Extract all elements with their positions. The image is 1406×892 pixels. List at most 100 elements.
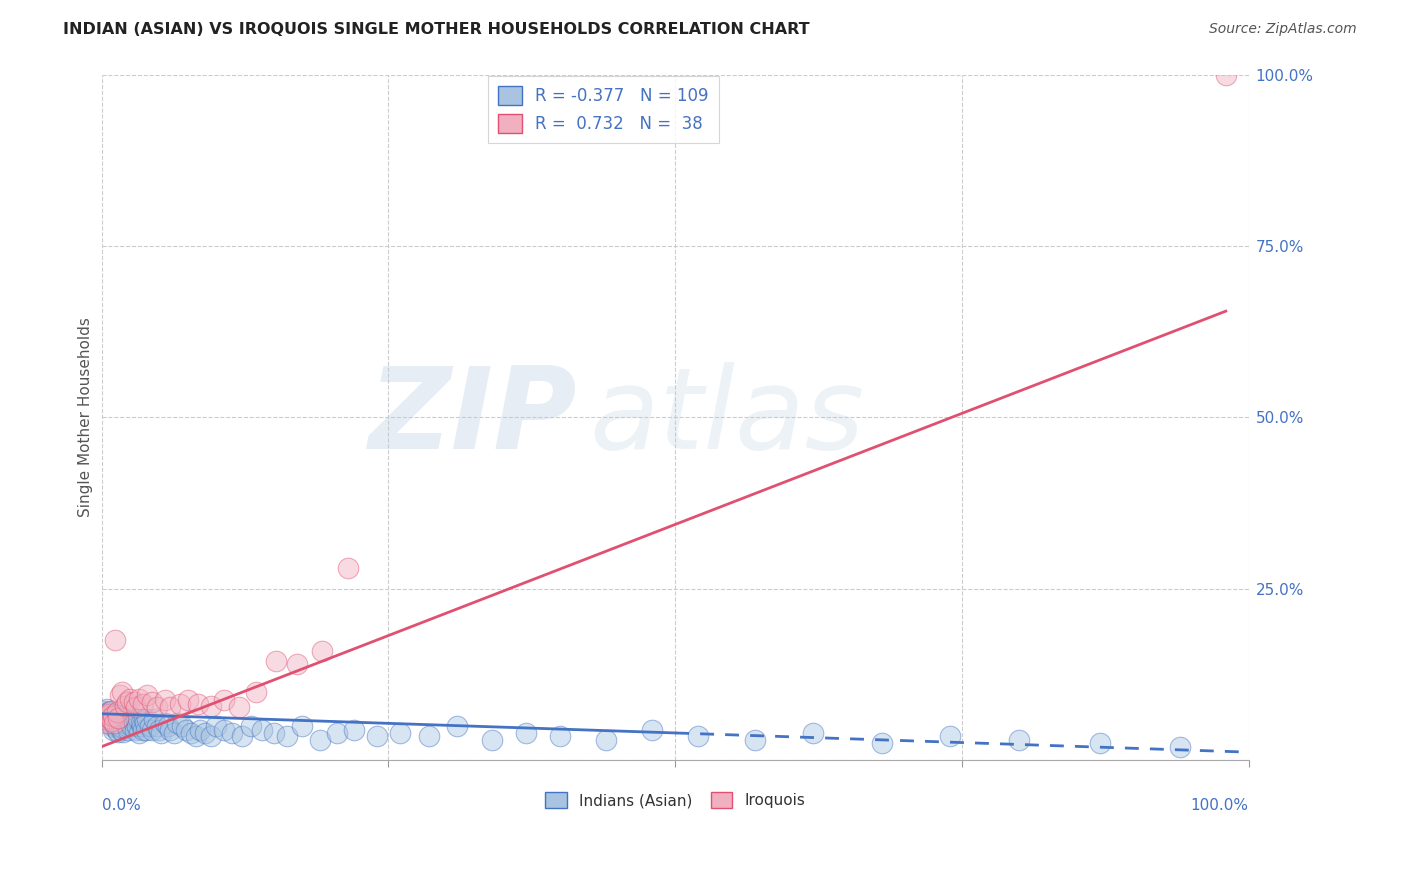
Point	[250, 723, 273, 737]
Point	[150, 726, 173, 740]
Point	[101, 712, 124, 726]
Point	[101, 708, 124, 723]
Point	[112, 724, 135, 739]
Point	[103, 715, 125, 730]
Point	[143, 712, 166, 726]
Point	[311, 643, 333, 657]
Point	[132, 697, 155, 711]
Point	[200, 730, 222, 744]
Point	[214, 723, 236, 737]
Point	[105, 712, 128, 726]
Point	[98, 711, 121, 725]
Point	[221, 726, 243, 740]
Point	[107, 711, 129, 725]
Point	[127, 719, 149, 733]
Point	[103, 715, 125, 730]
Point	[176, 723, 198, 737]
Point	[188, 723, 211, 737]
Point	[141, 723, 163, 737]
Point	[184, 730, 207, 744]
Point	[128, 691, 150, 706]
Point	[1215, 68, 1237, 82]
Point	[515, 726, 537, 740]
Point	[870, 736, 893, 750]
Point	[96, 708, 118, 723]
Point	[108, 711, 131, 725]
Point	[163, 726, 186, 740]
Point	[94, 706, 117, 721]
Point	[136, 712, 159, 726]
Text: 0.0%: 0.0%	[101, 798, 141, 814]
Point	[124, 723, 146, 737]
Point	[128, 726, 150, 740]
Point	[159, 723, 181, 737]
Point	[688, 730, 710, 744]
Point	[285, 657, 308, 672]
Point	[136, 688, 159, 702]
Point	[239, 719, 262, 733]
Point	[170, 719, 193, 733]
Point	[129, 715, 152, 730]
Point	[132, 712, 155, 726]
Point	[111, 721, 134, 735]
Point	[337, 561, 360, 575]
Point	[120, 715, 142, 730]
Point	[326, 726, 349, 740]
Point	[122, 695, 145, 709]
Point	[104, 719, 127, 733]
Point	[263, 726, 285, 740]
Point	[104, 706, 127, 721]
Point	[939, 730, 962, 744]
Point	[98, 715, 121, 730]
Point	[121, 712, 143, 726]
Point	[187, 697, 209, 711]
Point	[105, 706, 128, 720]
Text: 100.0%: 100.0%	[1191, 798, 1249, 814]
Point	[141, 695, 163, 709]
Point	[148, 723, 170, 737]
Point	[245, 685, 267, 699]
Point	[446, 719, 468, 733]
Point	[744, 732, 766, 747]
Point	[595, 732, 617, 747]
Point	[96, 715, 118, 730]
Point	[228, 699, 250, 714]
Point	[110, 723, 132, 738]
Point	[96, 712, 118, 726]
Point	[145, 719, 167, 733]
Point	[115, 719, 138, 733]
Point	[100, 704, 122, 718]
Point	[108, 714, 131, 728]
Point	[96, 708, 118, 723]
Point	[166, 715, 188, 730]
Point	[418, 730, 440, 744]
Point	[135, 723, 157, 737]
Point	[118, 708, 141, 723]
Point	[110, 715, 132, 730]
Point	[112, 711, 135, 725]
Point	[111, 685, 134, 699]
Point	[122, 715, 145, 730]
Point	[120, 719, 142, 733]
Point	[550, 730, 572, 744]
Point	[115, 695, 138, 709]
Point	[194, 726, 217, 740]
Point	[127, 712, 149, 726]
Point	[108, 719, 131, 733]
Point	[107, 724, 129, 739]
Point	[205, 719, 228, 733]
Text: atlas: atlas	[589, 362, 865, 473]
Point	[291, 719, 314, 733]
Point	[114, 715, 136, 730]
Point	[96, 702, 118, 716]
Point	[107, 717, 129, 731]
Point	[101, 714, 124, 728]
Point	[180, 726, 202, 740]
Point	[157, 719, 180, 733]
Point	[117, 723, 139, 737]
Point	[132, 723, 155, 737]
Y-axis label: Single Mother Households: Single Mother Households	[79, 318, 93, 517]
Text: ZIP: ZIP	[370, 362, 578, 473]
Point	[145, 699, 167, 714]
Point	[100, 714, 122, 728]
